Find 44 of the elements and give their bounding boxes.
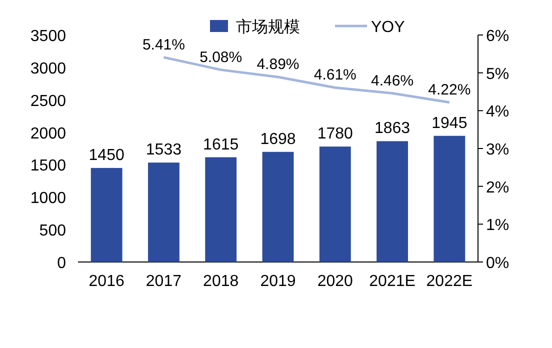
data-label: 4.46% xyxy=(371,72,414,90)
x-tick-label: 2022E xyxy=(426,273,473,290)
y-tick-label: 3000 xyxy=(30,60,66,78)
bar xyxy=(434,136,466,262)
y-tick-label: 1500 xyxy=(30,158,66,175)
x-tick-label: 2016 xyxy=(88,273,124,290)
data-label: 1533 xyxy=(146,142,182,159)
x-tick-label: 2018 xyxy=(203,273,239,290)
bar xyxy=(319,146,351,262)
x-tick-label: 2020 xyxy=(317,273,354,290)
y2-tick-label: 5% xyxy=(486,66,510,83)
y-tick-label: 3500 xyxy=(30,28,66,45)
bar xyxy=(205,157,237,262)
y-tick-label: 2000 xyxy=(30,125,66,142)
x-tick-label: 2017 xyxy=(146,273,182,290)
data-label: 4.61% xyxy=(314,66,356,84)
legend-label: 市场规模 xyxy=(236,18,300,36)
x-tick-label: 2019 xyxy=(260,273,296,290)
y2-tick-label: 0% xyxy=(486,255,510,272)
bar xyxy=(262,152,294,262)
data-label: 1615 xyxy=(203,136,239,154)
data-label: 5.08% xyxy=(200,48,242,66)
data-label: 1698 xyxy=(260,130,296,148)
data-label: 1780 xyxy=(317,126,354,143)
y-tick-label: 1000 xyxy=(30,190,66,208)
y-tick-label: 2500 xyxy=(30,92,66,110)
data-label: 4.89% xyxy=(256,56,300,73)
data-label: 4.22% xyxy=(428,81,471,98)
y-tick-label: 0 xyxy=(57,255,66,272)
bar xyxy=(90,168,122,262)
y2-tick-label: 1% xyxy=(486,217,510,234)
y-tick-label: 500 xyxy=(39,222,66,240)
legend-label: YOY xyxy=(371,19,406,36)
y2-tick-label: 3% xyxy=(486,142,510,158)
bar xyxy=(376,141,408,262)
data-label: 1945 xyxy=(432,114,468,132)
x-tick-label: 2021E xyxy=(369,273,416,290)
bar xyxy=(148,162,180,262)
y2-tick-label: 6% xyxy=(486,28,510,45)
y2-tick-label: 2% xyxy=(486,179,510,196)
y2-tick-label: 4% xyxy=(486,104,510,121)
data-label: 5.41% xyxy=(142,36,185,54)
data-label: 1450 xyxy=(88,146,124,164)
data-label: 1863 xyxy=(374,120,410,138)
